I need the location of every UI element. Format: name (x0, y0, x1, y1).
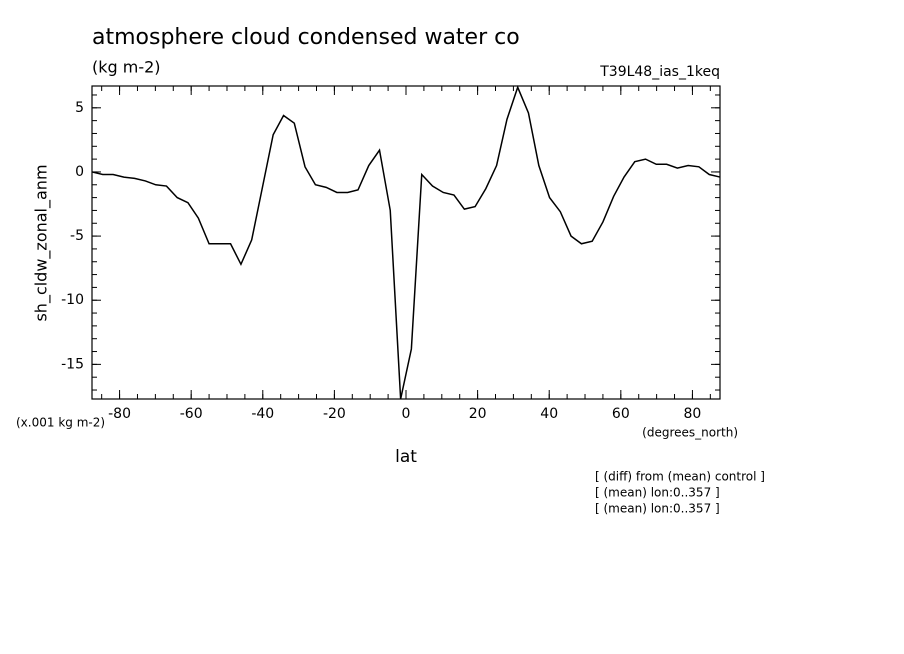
plot-frame (91, 85, 721, 400)
chart-subtitle: (kg m-2) (92, 58, 161, 77)
x-tick-label: -80 (108, 406, 131, 422)
chart-title: atmosphere cloud condensed water co (92, 25, 520, 50)
note: [ (mean) lon:0..357 ] (595, 502, 720, 516)
note: [ (diff) from (mean) control ] (595, 470, 765, 484)
x-tick-label: 20 (469, 406, 487, 422)
x-tick-label: 80 (684, 406, 702, 422)
y-tick-label: 5 (75, 100, 84, 116)
x-unit: (degrees_north) (642, 426, 738, 440)
run-label: T39L48_ias_1keq (599, 64, 720, 80)
y-tick-label: -15 (61, 356, 84, 372)
x-tick-label: -40 (251, 406, 274, 422)
x-tick-label: 0 (402, 406, 411, 422)
data-line (91, 85, 721, 400)
y-tick-label: 0 (75, 164, 84, 180)
x-tick-label: 60 (612, 406, 630, 422)
x-axis-label: lat (395, 447, 417, 467)
x-tick-label: 40 (540, 406, 558, 422)
y-axis-label: sh_cldw_zonal_anm (32, 164, 52, 321)
x-tick-label: -60 (180, 406, 203, 422)
y-tick-label: -10 (61, 292, 84, 308)
y-unit: (x.001 kg m-2) (16, 416, 105, 430)
x-tick-label: -20 (323, 406, 346, 422)
y-tick-label: -5 (70, 228, 84, 244)
note: [ (mean) lon:0..357 ] (595, 486, 720, 500)
